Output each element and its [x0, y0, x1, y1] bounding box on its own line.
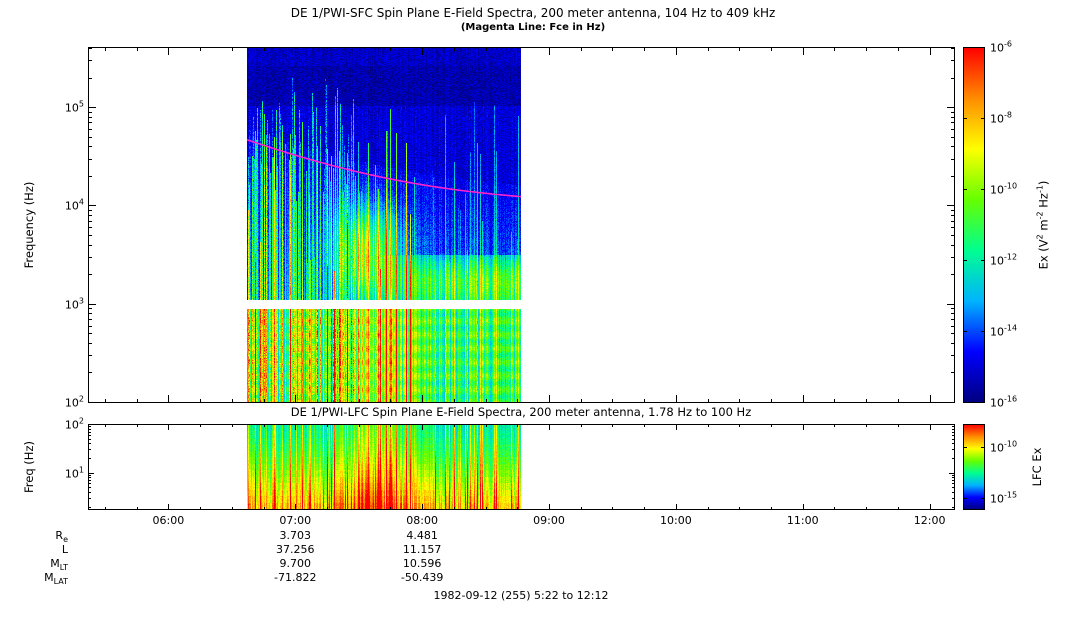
lfc-colorbar-tick-label: 10-10 — [990, 439, 1018, 455]
ephemeris-value: 10.596 — [402, 557, 442, 570]
sfc-colorbar-tick-label: 10-6 — [990, 39, 1012, 55]
time-tick-label: 12:00 — [913, 514, 946, 527]
ephemeris-value: 37.256 — [275, 543, 315, 556]
ephemeris-row-label: MLT — [50, 557, 68, 573]
lfc-colorbar-tick-label: 10-15 — [990, 490, 1018, 506]
lfc-colorbar-label: LFC Ex — [1030, 447, 1044, 487]
sfc-colorbar — [963, 47, 985, 403]
sfc-y-tick-label: 104 — [64, 198, 84, 213]
lfc-colorbar — [963, 424, 985, 510]
sfc-colorbar-label: Ex (V2 m-2 Hz-1) — [1035, 180, 1051, 270]
sfc-title: DE 1/PWI-SFC Spin Plane E-Field Spectra,… — [290, 6, 776, 20]
time-tick-label: 08:00 — [406, 514, 438, 527]
sfc-colorbar-tick-label: 10-8 — [990, 110, 1012, 126]
ephemeris-value: 3.703 — [279, 529, 311, 542]
sfc-y-tick-label: 103 — [64, 296, 84, 312]
time-tick-label: 10:00 — [660, 514, 692, 527]
sfc-colorbar-tick-label: 10-12 — [990, 252, 1018, 268]
lfc-y-axis-label: Freq (Hz) — [22, 441, 36, 493]
ephemeris-row-label: Re — [55, 529, 68, 545]
sfc-y-axis-label: Frequency (Hz) — [22, 181, 36, 269]
ephemeris-value: 4.481 — [406, 529, 438, 542]
ephemeris-row-label: L — [61, 543, 68, 556]
lfc-spectrogram-plot — [88, 424, 955, 510]
time-tick-label: 09:00 — [533, 514, 565, 527]
ephemeris-value: 9.700 — [279, 557, 311, 570]
time-tick-label: 07:00 — [279, 514, 312, 527]
sfc-spectrogram-plot — [88, 47, 955, 403]
sfc-colorbar-tick-label: 10-16 — [990, 394, 1018, 410]
ephemeris-row-label: MLAT — [44, 571, 68, 587]
sfc-colorbar-tick-label: 10-14 — [990, 323, 1018, 339]
ephemeris-value: -71.822 — [273, 571, 317, 584]
time-tick-label: 06:00 — [152, 514, 185, 527]
lfc-title: DE 1/PWI-LFC Spin Plane E-Field Spectra,… — [290, 405, 752, 419]
sfc-colorbar-tick-label: 10-10 — [990, 181, 1018, 197]
sfc-subtitle: (Magenta Line: Fce in Hz) — [460, 22, 606, 33]
lfc-y-tick-label: 102 — [64, 416, 84, 432]
footer-date-range: 1982-09-12 (255) 5:22 to 12:12 — [433, 589, 609, 602]
sfc-y-tick-label: 105 — [64, 99, 84, 115]
sfc-y-tick-label: 102 — [64, 394, 84, 410]
ephemeris-value: -50.439 — [400, 571, 444, 584]
lfc-y-tick-label: 101 — [64, 465, 84, 480]
ephemeris-value: 11.157 — [402, 543, 442, 556]
time-tick-label: 11:00 — [786, 514, 819, 527]
